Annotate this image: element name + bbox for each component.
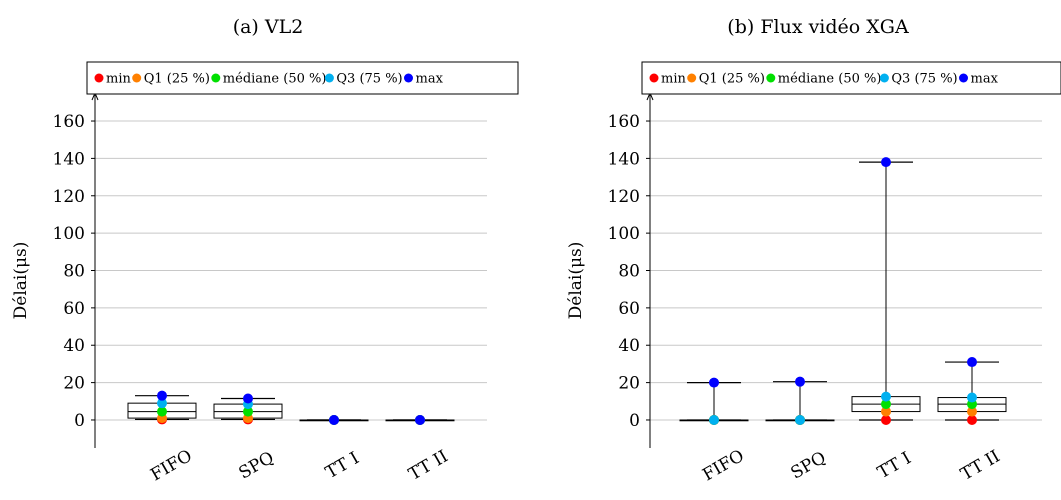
box-point-max: [157, 390, 167, 401]
y-tick-label: 0: [74, 411, 85, 431]
legend-label-q3: Q3 (75 %): [336, 72, 402, 87]
box-point-max: [243, 393, 253, 404]
legend-marker-q1: [132, 73, 142, 83]
legend-label-q1: Q1 (25 %): [699, 72, 765, 87]
box-4: TT II: [385, 414, 455, 485]
legend-label-median: médiane (50 %): [223, 72, 327, 87]
box-point-min: [881, 414, 891, 425]
y-tick-label: 80: [618, 262, 640, 282]
box-point-max: [967, 357, 977, 368]
y-tick-label: 120: [53, 187, 85, 207]
box-point-min: [967, 414, 977, 425]
y-tick-label: 100: [53, 224, 85, 244]
y-axis-label: Délai(μs): [566, 242, 586, 320]
x-tick-label: SPQ: [787, 448, 829, 484]
y-tick-label: 0: [629, 411, 640, 431]
legend-marker-min: [94, 73, 104, 83]
legend-marker-median: [766, 73, 776, 83]
legend-label-min: min: [661, 72, 686, 87]
legend-marker-q1: [687, 73, 697, 83]
y-tick-label: 140: [608, 149, 640, 169]
box-point-median: [881, 399, 891, 410]
chart-title: (a) VL2: [233, 16, 304, 38]
box-point-q3: [709, 414, 719, 425]
box-point-max: [795, 376, 805, 387]
box-point-q1: [967, 406, 977, 417]
y-tick-label: 160: [53, 112, 85, 132]
legend-marker-q3: [324, 73, 334, 83]
box-point-max: [415, 414, 425, 425]
x-tick-label: TT II: [405, 447, 451, 485]
chart-title: (b) Flux vidéo XGA: [727, 16, 909, 38]
box-3: TT I: [851, 157, 921, 483]
y-tick-label: 120: [608, 187, 640, 207]
box-2: SPQ: [213, 393, 283, 484]
box-point-q1: [881, 406, 891, 417]
y-tick-label: 140: [53, 149, 85, 169]
x-tick-label: TT I: [874, 448, 914, 483]
box-1: FIFO: [679, 377, 749, 485]
chart-panel-2: (b) Flux vidéo XGA 0 20 40 60 80 100 120 140 160 D…: [566, 16, 1061, 485]
box-point-max: [709, 377, 719, 388]
chart-panel-1: (a) VL2 0 20 40 60 80 100 120 140 160 Délai(μs) min…: [11, 16, 519, 485]
y-tick-label: 100: [608, 224, 640, 244]
legend-marker-max: [404, 73, 413, 83]
legend-label-max: max: [416, 72, 444, 87]
legend-marker-min: [649, 73, 659, 83]
legend-marker-max: [959, 73, 968, 83]
box-point-median: [157, 406, 167, 417]
box-point-q3: [795, 414, 805, 425]
legend-label-q3: Q3 (75 %): [891, 72, 957, 87]
y-axis-label: Délai(μs): [11, 242, 31, 320]
y-tick-label: 60: [63, 299, 85, 319]
legend-label-min: min: [106, 72, 131, 87]
box-point-max: [329, 414, 339, 425]
box-3: TT I: [299, 414, 369, 483]
x-tick-label: TT II: [957, 447, 1003, 485]
legend-box: [641, 61, 1061, 95]
legend-box: [86, 61, 519, 95]
legend-label-max: max: [971, 72, 999, 87]
box-4: TT II: [937, 357, 1007, 485]
y-tick-label: 20: [618, 374, 640, 394]
legend-label-q1: Q1 (25 %): [144, 72, 210, 87]
box-point-q3: [967, 392, 977, 403]
y-tick-label: 40: [63, 336, 85, 356]
y-tick-label: 40: [618, 336, 640, 356]
box-point-q3: [157, 398, 167, 409]
y-tick-label: 20: [63, 374, 85, 394]
x-tick-label: FIFO: [699, 446, 747, 485]
box-1: FIFO: [127, 390, 197, 485]
x-tick-label: FIFO: [147, 446, 195, 485]
y-tick-label: 80: [63, 262, 85, 282]
box-point-q3: [881, 391, 891, 402]
x-tick-label: TT I: [322, 448, 362, 483]
legend-marker-q3: [879, 73, 889, 83]
legend-label-median: médiane (50 %): [778, 72, 882, 87]
y-tick-label: 160: [608, 112, 640, 132]
y-tick-label: 60: [618, 299, 640, 319]
x-tick-label: SPQ: [235, 448, 277, 484]
legend-marker-median: [211, 73, 221, 83]
box-point-median: [243, 406, 253, 417]
box-2: SPQ: [765, 376, 835, 484]
box-point-max: [881, 157, 891, 168]
